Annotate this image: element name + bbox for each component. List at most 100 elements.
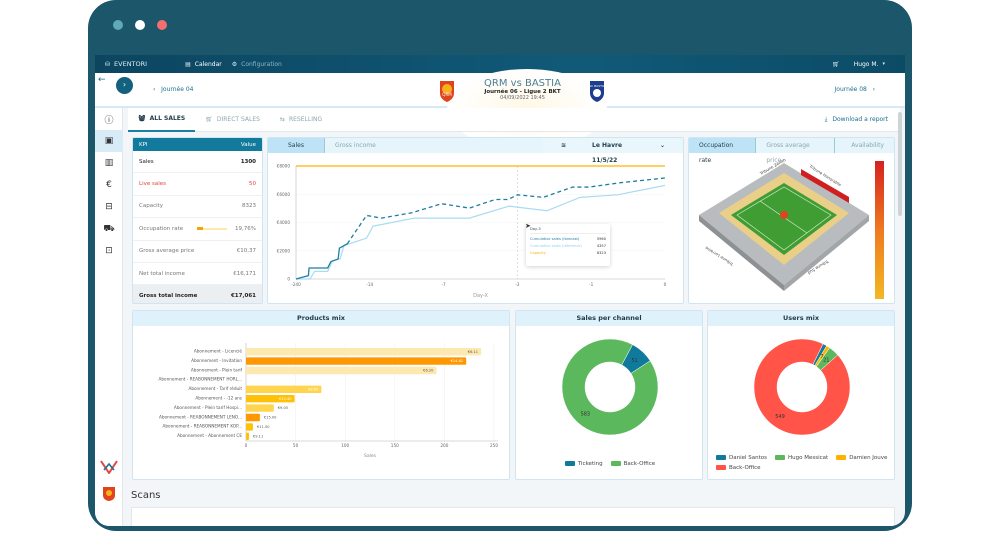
scans-panel bbox=[131, 507, 895, 526]
legend-item[interactable]: Hugo Messicat bbox=[775, 455, 828, 461]
kpi-row: Occupation rate 19,76% bbox=[133, 218, 262, 241]
kpi-value: €10,37 bbox=[236, 248, 256, 255]
away-team-logo: SC BASTIA bbox=[589, 81, 606, 102]
scans-title: Scans bbox=[131, 490, 161, 501]
legend-swatch bbox=[610, 461, 621, 466]
sidebar-item-info[interactable]: ⓘ bbox=[95, 108, 123, 130]
color-scale-legend bbox=[875, 161, 884, 299]
tooltip-row: Capacity 8323 bbox=[530, 251, 606, 255]
x-axis-label: Day-X bbox=[473, 293, 488, 299]
users-mix-panel: Users mix 7 21 549 Daniel Santos Hugo Messi… bbox=[707, 310, 895, 480]
user-menu[interactable]: Hugo M. ▾ bbox=[853, 60, 885, 68]
donut-slice[interactable] bbox=[561, 338, 659, 436]
x-axis-label: Sales bbox=[364, 453, 377, 459]
y-tick-label: €4000 bbox=[277, 220, 291, 225]
comparison-select[interactable]: ≋ Le Havre 11/5/22 ⌄ bbox=[543, 138, 683, 164]
svg-text:QRM: QRM bbox=[442, 92, 452, 97]
stand-roof bbox=[801, 169, 849, 203]
x-tick-label: 250 bbox=[490, 443, 498, 448]
sidebar-item-tickets[interactable]: ⊟ bbox=[95, 196, 123, 218]
bar-data-label: €15.00 bbox=[264, 416, 277, 420]
occupation-progress-bar bbox=[197, 227, 228, 231]
info-icon: ⓘ bbox=[104, 115, 114, 126]
donut-slice[interactable] bbox=[753, 338, 851, 436]
scrollbar[interactable] bbox=[898, 112, 902, 216]
kpi-row: Sales 1300 bbox=[133, 151, 262, 174]
tab-gross-income[interactable]: Gross income bbox=[323, 138, 386, 153]
sidebar-item-pricing[interactable]: € bbox=[95, 174, 123, 196]
channel-donut-chart: 51 583 bbox=[561, 338, 659, 436]
bar bbox=[246, 404, 274, 412]
tab-gross-average-price[interactable]: Gross average price bbox=[755, 138, 834, 164]
kpi-row: Gross total income €17,061 bbox=[133, 285, 262, 303]
bar bbox=[246, 413, 260, 422]
match-datetime: 04/09/2022 19:45 bbox=[500, 95, 545, 101]
brand[interactable]: ⛁ EVENTORI bbox=[105, 60, 148, 68]
gear-icon: ⚙ bbox=[231, 60, 238, 68]
tab-reselling[interactable]: ⇆ RESELLING bbox=[279, 116, 323, 123]
bar-data-label: €9.05 bbox=[278, 406, 288, 410]
y-tick-label: Abonnement - Abonnement CE bbox=[177, 433, 242, 438]
map-icon: ▥ bbox=[104, 158, 114, 168]
users-legend: Daniel Santos Hugo Messicat Damien Jouve Ba… bbox=[716, 455, 894, 471]
kpi-label: Sales bbox=[139, 158, 154, 165]
kpi-value: 50 bbox=[249, 181, 256, 188]
reference-sales-line bbox=[296, 184, 666, 280]
y-tick-label: Abonnement - Plein tarif Hospi... bbox=[174, 405, 242, 410]
nav-configuration[interactable]: ⚙ Configuration bbox=[231, 60, 282, 68]
back-arrow-icon[interactable]: ← bbox=[98, 75, 106, 85]
bar-data-label: €14.82 bbox=[451, 359, 464, 363]
next-match-link[interactable]: Journée 08 › bbox=[834, 86, 875, 93]
y-tick-label: Abonnement - Invitation bbox=[191, 358, 242, 363]
kpi-label: Capacity bbox=[139, 203, 164, 210]
chevron-down-icon: ⌄ bbox=[659, 142, 665, 149]
products-mix-panel: Products mix 0 50 100 150 200 250 Sales Abonnem… bbox=[132, 310, 510, 480]
stadium-map[interactable]: Tribune Zénith Tribune Honorable Tribune… bbox=[689, 153, 895, 304]
tab-direct-sales[interactable]: 🛒︎ DIRECT SALES bbox=[205, 116, 260, 123]
club-logo-icon bbox=[103, 487, 115, 501]
expand-sidebar-button[interactable]: › bbox=[116, 77, 133, 94]
tab-occupation-rate[interactable]: Occupation rate bbox=[689, 138, 756, 164]
kpi-label: Occupation rate bbox=[139, 225, 184, 232]
sidebar-item-map[interactable]: ▥ bbox=[95, 152, 123, 174]
sales-tabs: 🧺︎ ALL SALES 🛒︎ DIRECT SALES ⇆ RESELLING ⤓ D… bbox=[128, 108, 900, 132]
top-navbar: ⛁ EVENTORI ▤ Calendar ⚙ Configuration 🛒︎ Hu… bbox=[95, 55, 905, 73]
cart-button[interactable]: 🛒︎ bbox=[832, 61, 840, 68]
tab-all-sales[interactable]: 🧺︎ ALL SALES bbox=[128, 108, 196, 132]
y-tick-label: Abonnement - REABONNEMENT HORL... bbox=[159, 377, 242, 382]
basket-icon: 🧺︎ bbox=[138, 115, 146, 122]
x-tick-label: 150 bbox=[391, 443, 399, 448]
sidebar-item-dashboard[interactable]: ▣ bbox=[95, 130, 123, 152]
home-team-logo: QRM bbox=[440, 81, 454, 102]
tooltip-row: Cumulative sales (reference) 4357 bbox=[530, 244, 606, 248]
prev-match-link[interactable]: ‹ Journée 04 bbox=[153, 86, 194, 93]
actual-sales-line bbox=[295, 243, 348, 280]
kpi-value: 8323 bbox=[242, 203, 256, 210]
kpi-row: Net total income €16,171 bbox=[133, 263, 262, 286]
legend-item[interactable]: Daniel Santos bbox=[716, 455, 767, 461]
nav-calendar[interactable]: ▤ Calendar bbox=[185, 60, 222, 68]
legend-item[interactable]: Back-Office bbox=[610, 461, 655, 467]
y-tick-label: Abonnement - -12 ans bbox=[195, 396, 242, 401]
legend-item[interactable]: Back-Office bbox=[716, 465, 761, 471]
tab-sales[interactable]: Sales bbox=[268, 138, 324, 153]
y-tick-label: €2000 bbox=[277, 248, 291, 253]
tab-availability[interactable]: Availability bbox=[834, 138, 894, 153]
kpi-label: Gross total income bbox=[139, 293, 198, 300]
chart-icon: ▣ bbox=[104, 136, 114, 146]
sidebar-item-parking[interactable]: ⛟ bbox=[95, 218, 123, 240]
legend-item[interactable]: Ticketing bbox=[564, 461, 603, 467]
chevron-down-icon: ▾ bbox=[882, 61, 885, 67]
kpi-value: 19,76% bbox=[235, 225, 256, 232]
x-tick-label: -1 bbox=[589, 282, 594, 287]
products-bar-chart: 0 50 100 150 200 250 Sales Abonnement - Licenci… bbox=[159, 343, 498, 459]
cart-icon: 🛒︎ bbox=[832, 60, 840, 68]
kpi-value: €16,171 bbox=[233, 270, 256, 277]
y-tick-label: €6000 bbox=[277, 192, 291, 197]
sidebar-item-passes[interactable]: ⊡ bbox=[95, 240, 123, 262]
download-report-button[interactable]: ⤓ Download a report bbox=[824, 115, 888, 123]
legend-item[interactable]: Damien Jouve bbox=[836, 455, 887, 461]
app: ⛁ EVENTORI ▤ Calendar ⚙ Configuration 🛒︎ Hu… bbox=[95, 55, 905, 526]
bar bbox=[246, 385, 322, 393]
x-tick-label: -240 bbox=[291, 282, 301, 287]
